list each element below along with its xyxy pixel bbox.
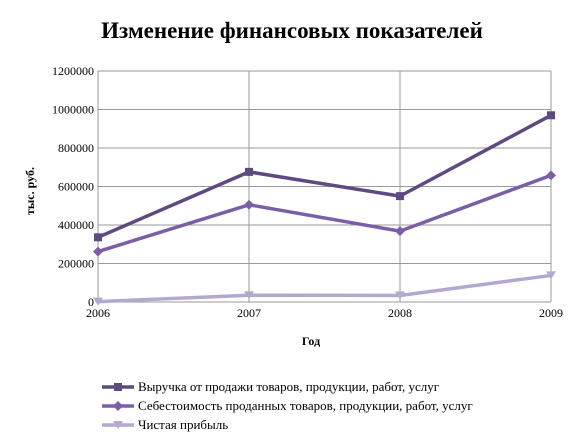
series-line (97, 273, 552, 304)
y-tick-label: 1000000 (52, 103, 94, 117)
data-point-diamond (113, 400, 123, 411)
legend-swatch (102, 420, 134, 429)
legend-item: Выручка от продажи товаров, продукции, р… (102, 377, 473, 396)
series-3 (93, 271, 556, 306)
data-point-square (114, 382, 122, 391)
gridlines (98, 70, 552, 302)
x-tick-label: 2006 (86, 306, 110, 320)
series-line (97, 173, 552, 254)
y-axis-title: тыс. руб. (23, 167, 37, 215)
series-line (97, 113, 552, 239)
chart-title: Изменение финансовых показателей (101, 18, 483, 43)
legend-item: Себестоимость проданных товаров, продукц… (102, 396, 473, 415)
legend-swatch (102, 382, 134, 391)
legend: Выручка от продажи товаров, продукции, р… (102, 377, 473, 434)
y-tick-label: 800000 (58, 141, 94, 155)
data-point-square (245, 167, 253, 176)
axes (97, 71, 551, 303)
data-point-triangle (93, 297, 103, 306)
y-tick-label: 400000 (58, 218, 94, 232)
data-point-square (547, 111, 555, 120)
series-2 (93, 170, 556, 257)
data-point-square (94, 233, 102, 242)
y-tick-label: 600000 (58, 180, 94, 194)
data-point-square (396, 192, 404, 201)
data-point-triangle (395, 291, 405, 300)
tick-labels: 0 200000 400000 600000 800000 1000000 1200000 2… (52, 64, 563, 320)
data-point-diamond (93, 246, 103, 257)
line-chart: 0 200000 400000 600000 800000 1000000 1200000 2… (23, 64, 563, 348)
x-tick-label: 2009 (539, 306, 563, 320)
data-point-diamond (244, 199, 254, 210)
y-tick-label: 0 (88, 295, 94, 309)
series-1 (94, 111, 555, 242)
data-point-triangle (113, 420, 123, 429)
data-point-diamond (546, 170, 556, 181)
x-tick-label: 2008 (388, 306, 412, 320)
legend-swatch (102, 400, 134, 411)
y-tick-label: 200000 (58, 257, 94, 271)
data-point-triangle (546, 271, 556, 280)
legend-label: Чистая прибыль (138, 416, 229, 432)
legend-label: Выручка от продажи товаров, продукции, р… (138, 378, 440, 394)
series-group (93, 111, 556, 306)
x-tick-label: 2007 (237, 306, 261, 320)
legend-item: Чистая прибыль (102, 415, 473, 434)
y-tick-label: 1200000 (52, 64, 94, 78)
data-point-triangle (244, 291, 254, 300)
legend-label: Себестоимость проданных товаров, продукц… (138, 397, 473, 413)
data-point-diamond (395, 226, 405, 237)
x-axis-title: Год (302, 334, 320, 348)
